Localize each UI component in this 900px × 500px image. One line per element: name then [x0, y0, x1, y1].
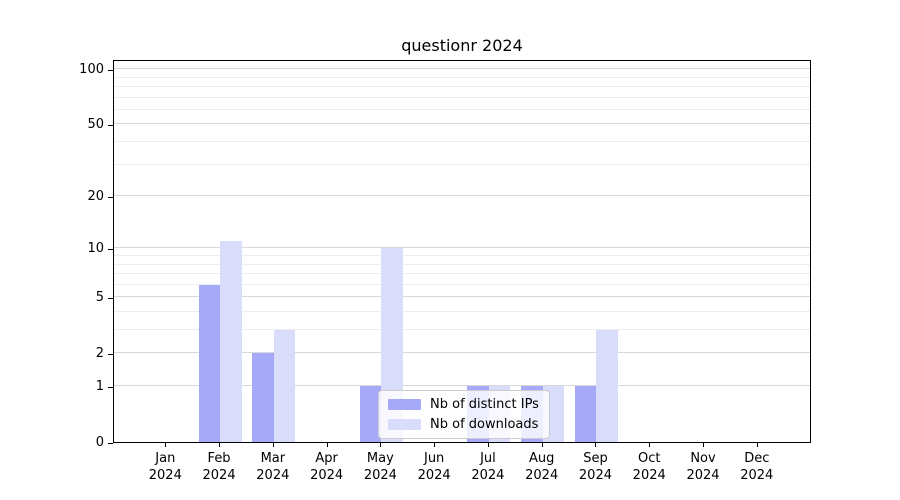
gridline-minor: [114, 163, 810, 165]
x-tick-label: Jan 2024: [148, 451, 182, 483]
x-tick-label: Apr 2024: [310, 451, 344, 483]
legend-label-distinct-ips: Nb of distinct IPs: [430, 397, 539, 412]
chart-title: questionr 2024: [401, 36, 523, 55]
legend-item-distinct-ips: Nb of distinct IPs: [388, 397, 539, 412]
legend-swatch-distinct-ips: [388, 399, 421, 410]
x-tick-mark: [326, 443, 328, 447]
legend: Nb of distinct IPs Nb of downloads: [378, 390, 550, 439]
gridline-major: [114, 385, 810, 387]
gridline-major: [114, 247, 810, 249]
y-tick-mark: [108, 249, 113, 251]
y-tick-label: 1: [95, 379, 104, 394]
x-tick-label: Feb 2024: [202, 451, 236, 483]
bar-distinct-ips: [574, 386, 597, 442]
gridline-major: [114, 123, 810, 125]
gridline-minor: [114, 273, 810, 275]
y-tick-mark: [108, 443, 113, 444]
y-tick-label: 10: [87, 241, 104, 257]
gridline-minor: [114, 76, 810, 78]
gridline-minor: [114, 96, 810, 98]
x-tick-mark: [541, 443, 543, 447]
y-tick-mark: [108, 70, 113, 72]
y-tick-mark: [108, 387, 113, 388]
x-tick-mark: [165, 443, 167, 447]
bar-distinct-ips: [359, 386, 382, 442]
gridline-minor: [114, 310, 810, 312]
x-tick-label: Nov 2024: [686, 451, 720, 483]
bar-distinct-ips: [252, 353, 274, 442]
y-tick-mark: [108, 298, 113, 300]
x-tick-mark: [756, 443, 758, 447]
x-tick-mark: [272, 443, 274, 447]
bar-downloads: [596, 330, 618, 442]
x-tick-label: Mar 2024: [256, 451, 290, 483]
gridline-minor: [114, 283, 810, 285]
x-tick-label: Jul 2024: [471, 451, 505, 483]
bar-downloads: [220, 241, 242, 442]
legend-swatch-downloads: [388, 419, 421, 430]
x-tick-label: Dec 2024: [740, 451, 774, 483]
gridline-minor: [114, 108, 810, 110]
x-tick-mark: [595, 443, 597, 447]
gridline-minor: [114, 263, 810, 265]
y-tick-mark: [108, 125, 113, 127]
x-tick-mark: [487, 443, 489, 447]
x-tick-mark: [380, 443, 382, 447]
y-tick-mark: [108, 354, 113, 356]
bar-downloads: [273, 330, 296, 442]
gridline-minor: [114, 329, 810, 331]
plot-area: [113, 60, 811, 443]
gridline-major: [114, 68, 810, 70]
gridline-major: [114, 296, 810, 298]
y-tick-label: 0: [95, 435, 104, 450]
y-tick-label: 50: [87, 117, 104, 133]
x-tick-mark: [703, 443, 704, 447]
x-tick-label: Aug 2024: [525, 451, 559, 483]
legend-label-downloads: Nb of downloads: [430, 417, 539, 432]
y-tick-label: 20: [87, 189, 104, 205]
gridline-major: [114, 352, 810, 354]
x-tick-label: May 2024: [363, 451, 397, 483]
legend-item-downloads: Nb of downloads: [388, 417, 539, 432]
gridline-minor: [114, 86, 810, 87]
gridline-major: [114, 195, 810, 197]
x-tick-mark: [434, 443, 436, 447]
y-tick-mark: [108, 197, 113, 199]
x-tick-mark: [649, 443, 651, 447]
y-tick-label: 2: [95, 346, 104, 362]
x-tick-mark: [219, 443, 221, 447]
x-tick-label: Jun 2024: [417, 451, 451, 483]
bar-distinct-ips: [198, 284, 221, 442]
gridline-minor: [114, 255, 810, 256]
x-tick-label: Sep 2024: [578, 451, 612, 483]
y-tick-label: 5: [95, 290, 104, 306]
x-tick-label: Oct 2024: [632, 451, 666, 483]
y-tick-label: 100: [79, 62, 104, 78]
gridline-minor: [114, 141, 810, 143]
